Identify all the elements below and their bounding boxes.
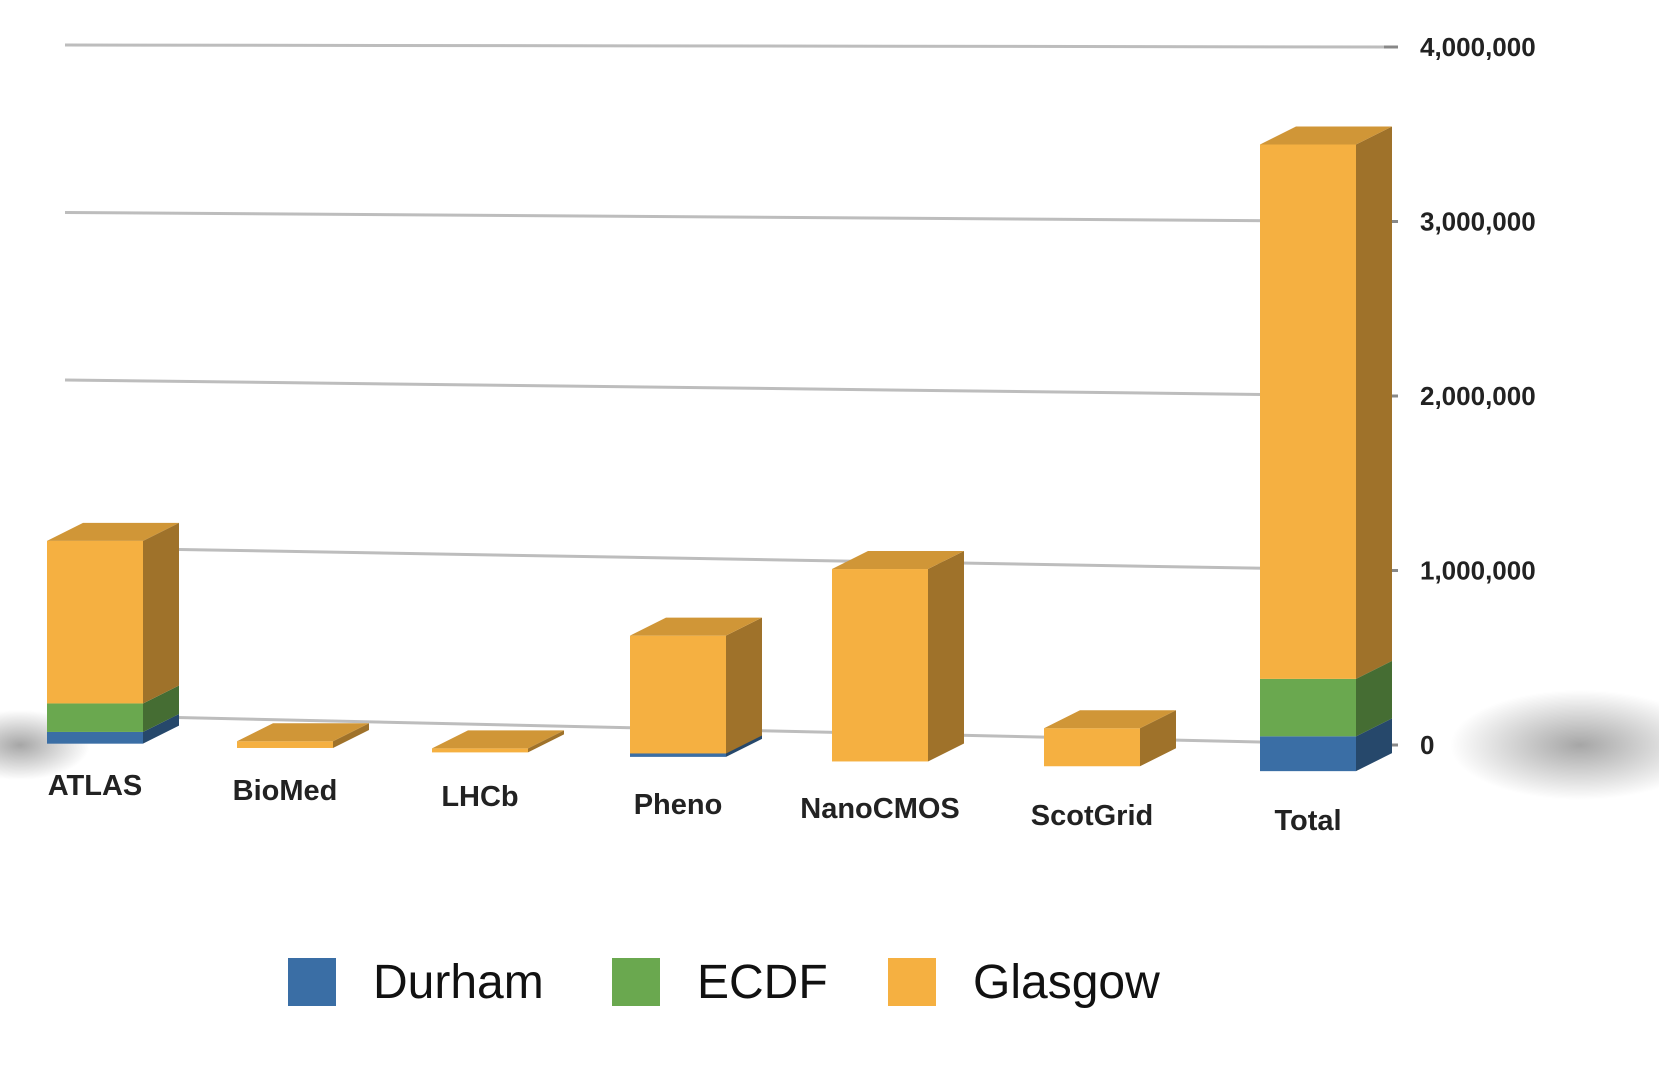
xtick-label-pheno: Pheno [634, 789, 723, 821]
ytick-label: 2,000,000 [1420, 381, 1536, 411]
bar-top [432, 730, 564, 749]
bar-total-durham [1260, 718, 1392, 772]
bar-group-atlas [47, 522, 179, 744]
bar-scotgrid-glasgow [1044, 710, 1176, 767]
bar-front [832, 569, 928, 762]
bar-group-nanocmos [832, 551, 964, 762]
bar-side [143, 713, 179, 744]
y-axis-ticks: 0 1,000,000 2,000,000 3,000,000 4,000,000 [1384, 32, 1536, 760]
xtick-label-atlas: ATLAS [48, 770, 143, 802]
bar-front [47, 703, 143, 732]
bar-front [47, 540, 143, 704]
bar-total-glasgow [1260, 126, 1392, 679]
legend-swatch [288, 958, 336, 1006]
xtick-label-lhcb: LHCb [441, 781, 518, 813]
legend-item-durham: Durham [288, 956, 544, 1009]
legend-swatch [888, 958, 936, 1006]
gridline [64, 211, 1391, 223]
bar-side [726, 734, 762, 757]
shadow-right [1450, 690, 1659, 800]
xtick-label-nanocmos: NanoCMOS [800, 793, 960, 825]
bar-front [1260, 144, 1356, 679]
bar-pheno-glasgow [630, 617, 762, 754]
bar-front [630, 635, 726, 754]
bar-group-total [1260, 126, 1392, 772]
bar-front [630, 752, 726, 757]
bar-lhcb-glasgow [432, 730, 564, 753]
bar-pheno-durham [630, 734, 762, 757]
legend: Durham ECDF Glasgow [288, 956, 1160, 1009]
bar-group-lhcb [432, 730, 564, 753]
bar-side [143, 522, 179, 704]
ytick-label: 3,000,000 [1420, 207, 1536, 237]
xtick-label-scotgrid: ScotGrid [1031, 800, 1153, 832]
bar-side [1140, 710, 1176, 767]
bar-side [143, 685, 179, 732]
bar-side [928, 551, 964, 762]
bar-top [1260, 126, 1392, 145]
gridline [64, 43, 1391, 49]
bar-group-scotgrid [1044, 710, 1176, 767]
bar-atlas-glasgow [47, 522, 179, 704]
bar-top [630, 617, 762, 636]
bar-front [1260, 678, 1356, 737]
legend-swatch [612, 958, 660, 1006]
legend-label: Durham [373, 956, 544, 1009]
xtick-label-total: Total [1274, 805, 1341, 837]
bar-atlas-ecdf [47, 685, 179, 732]
ytick-label: 4,000,000 [1420, 32, 1536, 62]
bar-top [47, 522, 179, 541]
bar-front [237, 741, 333, 748]
bar-front [432, 748, 528, 753]
gridline [64, 378, 1391, 398]
legend-label: ECDF [697, 956, 828, 1009]
bar-front [1044, 728, 1140, 767]
bar-side [726, 617, 762, 754]
bar-front [47, 731, 143, 744]
bar-nanocmos-glasgow [832, 551, 964, 762]
legend-item-ecdf: ECDF [612, 956, 828, 1009]
legend-label: Glasgow [973, 956, 1160, 1009]
ytick-label: 1,000,000 [1420, 556, 1536, 586]
bar-group-pheno [630, 617, 762, 757]
bar-side [1356, 660, 1392, 737]
bar-biomed-glasgow [237, 723, 369, 748]
ytick-label: 0 [1420, 730, 1434, 760]
bar-total-ecdf [1260, 660, 1392, 737]
legend-item-glasgow: Glasgow [888, 956, 1160, 1009]
bar-top [237, 723, 369, 742]
bar-top [832, 551, 964, 570]
bar-group-biomed [237, 723, 369, 748]
bar-top [1044, 710, 1176, 729]
x-axis-ticks: ATLAS BioMed LHCb Pheno NanoCMOS ScotGrid Tota… [48, 770, 1342, 837]
bars [47, 126, 1392, 772]
gridline [64, 546, 1391, 572]
bar-side [1356, 126, 1392, 679]
bar-side [333, 723, 369, 748]
bar-atlas-durham [47, 713, 179, 744]
bar-side [528, 730, 564, 753]
bar-side [1356, 718, 1392, 772]
xtick-label-biomed: BioMed [233, 775, 338, 807]
bar-front [1260, 736, 1356, 772]
